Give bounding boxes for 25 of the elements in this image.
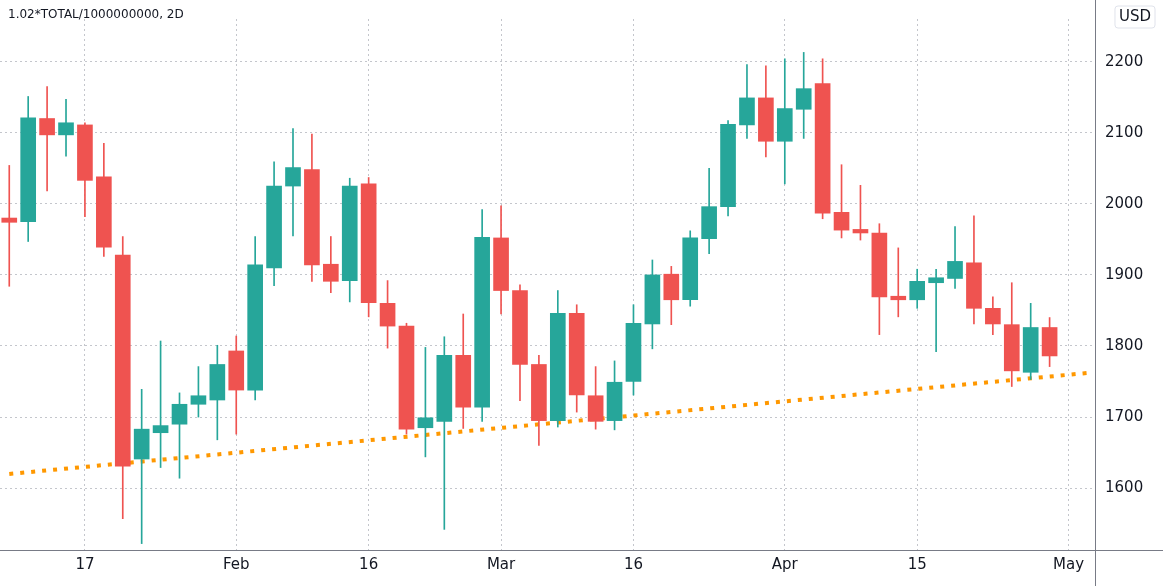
x-tick-label: Mar (486, 554, 517, 573)
y-tick-label: 1900 (1105, 264, 1144, 283)
candlestick (285, 128, 301, 237)
y-axis-title: USD (1118, 6, 1152, 25)
candlestick (1, 165, 18, 287)
x-tick-label: 15 (907, 554, 927, 573)
candlestick (890, 247, 907, 318)
candlestick (928, 268, 944, 353)
x-tick-label: Apr (771, 554, 799, 573)
x-tick-label: 16 (623, 554, 644, 573)
candlestick (795, 52, 812, 139)
y-tick-label: 1700 (1105, 406, 1144, 425)
y-tick-label: 2200 (1105, 51, 1144, 70)
x-tick-label: 17 (75, 554, 95, 573)
chart-title: 1.02*TOTAL/1000000000, 2D (8, 7, 184, 22)
candlestick (133, 389, 150, 544)
x-tick-label: 16 (359, 554, 379, 573)
y-tick-label: 1800 (1105, 335, 1144, 354)
candlestick (39, 86, 55, 192)
x-tick-label: May (1053, 554, 1085, 573)
x-tick-label: Feb (222, 554, 250, 573)
y-tick-label: 1600 (1105, 478, 1144, 497)
y-tick-label: 2100 (1105, 122, 1144, 141)
candlestick (58, 99, 74, 157)
y-tick-label: 2000 (1105, 193, 1144, 212)
